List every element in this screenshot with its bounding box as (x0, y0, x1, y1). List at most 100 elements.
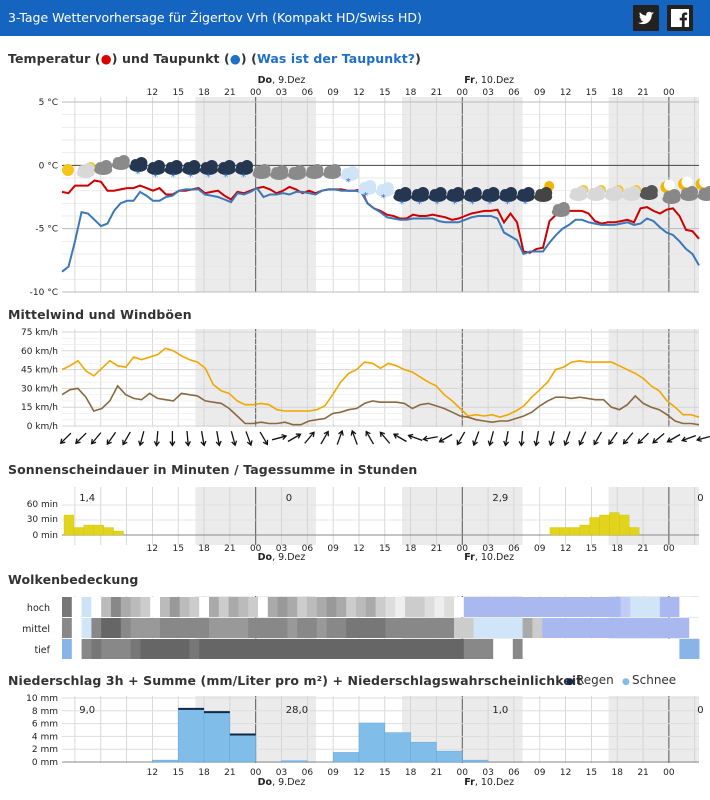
cloud-cell (601, 618, 612, 638)
sunshine-bar (83, 524, 94, 536)
wind-arrow (169, 431, 176, 447)
hour-label-precip: 15 (172, 768, 183, 778)
sunshine-bar (113, 530, 124, 536)
arrow-shaft (638, 432, 650, 444)
dewpoint-link[interactable]: Was ist der Taupunkt? (256, 51, 416, 66)
cloud-cell (424, 618, 435, 638)
precip-bar (358, 722, 386, 763)
cloud-cell (679, 597, 690, 617)
partly-cloudy-weather-icon (622, 185, 642, 201)
cloud-cell (267, 618, 279, 638)
cloud-cell (120, 597, 132, 617)
hour-label-top: 12 (147, 88, 158, 98)
arrow-shaft (186, 430, 189, 446)
arrow-shaft (122, 431, 131, 445)
cloud-shape (205, 160, 218, 172)
cloud-cell (307, 597, 318, 617)
sunshine-bar (589, 517, 600, 536)
dark-cloud-weather-icon (639, 185, 658, 200)
facebook-button[interactable] (667, 5, 693, 31)
cloud-cell (218, 597, 230, 617)
precip-bar (462, 759, 489, 763)
cloud-cell (473, 639, 484, 659)
arrow-shaft (504, 430, 509, 446)
page-title: 3-Tage Wettervorhersage für Žigertov Vrh… (8, 10, 422, 25)
moon-cloud-weather-icon (534, 181, 555, 202)
arrow-shaft (351, 431, 358, 445)
hour-label-sun: 09 (534, 544, 546, 554)
partly-cloudy-weather-icon (604, 185, 624, 201)
cloud-cell (277, 597, 288, 617)
hour-label-sun: 00 (250, 544, 262, 554)
cloud-cell (199, 618, 210, 638)
cloud-cell (81, 597, 92, 617)
wind-arrow (287, 433, 302, 443)
twitter-button[interactable] (633, 5, 659, 31)
day-label: Do, 9.Dez (258, 552, 306, 563)
cloud-cell (581, 639, 592, 659)
arrow-head (122, 439, 128, 446)
cloud-cell (218, 618, 230, 638)
wind-arrow (472, 431, 480, 447)
arrow-head (422, 435, 429, 442)
hour-label-top: 00 (457, 88, 469, 98)
arrow-shaft (549, 431, 555, 445)
cloud-cell (346, 639, 357, 659)
cloud-cell (140, 639, 151, 659)
hour-label-top: 09 (327, 88, 339, 98)
snow-legend-dot: ● (622, 677, 630, 687)
cloud-cell (542, 597, 553, 617)
wind-arrow (320, 430, 329, 445)
cloud-cell (238, 639, 249, 659)
cloud-cell (62, 618, 73, 638)
cloud-cell (375, 618, 386, 638)
sunshine-bar (619, 514, 630, 536)
cloud-cell (111, 639, 122, 659)
day-label: Fr, 10.Dez (464, 552, 514, 563)
arrow-shaft (489, 431, 495, 445)
cloud-cell (179, 618, 190, 638)
wind-arrow (215, 430, 222, 447)
wind-arrow (336, 429, 344, 445)
hour-label-top: 06 (508, 88, 520, 98)
wind-arrow (138, 431, 145, 447)
snowflake: * (206, 172, 211, 183)
sunshine-title: Sonnenscheindauer in Minuten / Tagessumm… (8, 462, 418, 477)
cloud-cell (434, 597, 445, 617)
snowflake: * (417, 199, 422, 210)
arrow-shaft (457, 431, 466, 445)
cloudy-weather-icon (305, 164, 324, 179)
cloud-cell (414, 597, 426, 617)
wind-ylabel: 60 km/h (21, 347, 58, 357)
cloud-shape (100, 160, 113, 172)
sunshine-day-total: 2,9 (492, 493, 508, 504)
arrow-head (215, 440, 222, 447)
cloud-cell (209, 639, 220, 659)
clouds-title: Wolkenbedeckung (8, 572, 139, 587)
arrow-head (231, 440, 238, 447)
wind-arrow (487, 431, 495, 447)
arrow-shaft (380, 432, 391, 444)
snow-weather-icon: * (358, 180, 377, 202)
arrow-head (518, 440, 525, 447)
cloud-shape (329, 164, 341, 176)
cloud-cell (150, 618, 161, 638)
wind-arrow (379, 431, 391, 444)
cloud-cell (130, 618, 141, 638)
snowflake: * (487, 199, 492, 210)
cloud-cell (248, 597, 259, 617)
hour-label-sun: 15 (379, 544, 390, 554)
wind-arrow (563, 431, 571, 447)
panel-bg (62, 329, 699, 427)
cloud-cell (258, 618, 269, 638)
cloud-cell (365, 639, 377, 659)
partly-cloudy-weather-icon (587, 185, 606, 201)
hour-label-top: 12 (560, 88, 571, 98)
cloud-cell (228, 639, 239, 659)
precip-bar (436, 750, 463, 763)
cloud-cell (620, 597, 631, 617)
cloud-shape (153, 160, 165, 172)
precip-ylabel: 4 mm (32, 732, 58, 742)
cloud-cell (316, 639, 328, 659)
snowflake: * (470, 199, 475, 210)
